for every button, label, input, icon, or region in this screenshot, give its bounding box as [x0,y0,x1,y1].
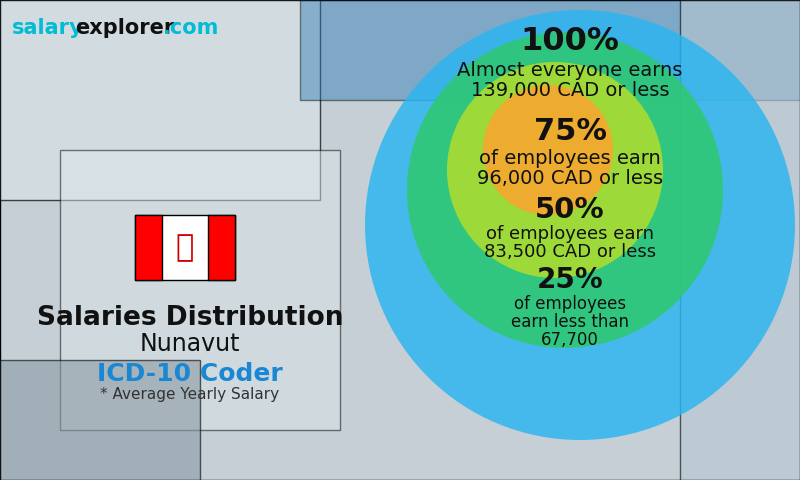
Text: ICD-10 Coder: ICD-10 Coder [97,362,283,386]
Circle shape [447,62,663,278]
Circle shape [365,10,795,440]
Text: Nunavut: Nunavut [140,332,240,356]
Text: 139,000 CAD or less: 139,000 CAD or less [470,81,670,99]
FancyBboxPatch shape [680,0,800,480]
Text: 83,500 CAD or less: 83,500 CAD or less [484,243,656,261]
Text: 67,700: 67,700 [541,331,599,349]
Circle shape [407,32,723,348]
FancyBboxPatch shape [208,215,235,280]
Text: 100%: 100% [521,26,619,58]
Text: explorer: explorer [75,18,174,38]
Text: of employees earn: of employees earn [479,148,661,168]
FancyBboxPatch shape [300,0,800,100]
Text: of employees earn: of employees earn [486,225,654,243]
Text: Almost everyone earns: Almost everyone earns [458,60,682,80]
FancyBboxPatch shape [135,215,235,280]
FancyBboxPatch shape [0,0,320,200]
Text: 50%: 50% [535,196,605,224]
Text: 96,000 CAD or less: 96,000 CAD or less [477,168,663,188]
Text: 🍁: 🍁 [176,233,194,262]
Text: 75%: 75% [534,118,606,146]
Text: earn less than: earn less than [511,313,629,331]
FancyBboxPatch shape [135,215,162,280]
Circle shape [483,85,613,215]
Text: 25%: 25% [537,266,603,294]
Text: Salaries Distribution: Salaries Distribution [37,305,343,331]
Text: * Average Yearly Salary: * Average Yearly Salary [101,387,279,402]
Text: of employees: of employees [514,295,626,313]
FancyBboxPatch shape [60,150,340,430]
FancyBboxPatch shape [0,360,200,480]
Text: .com: .com [163,18,219,38]
Text: salary: salary [12,18,84,38]
